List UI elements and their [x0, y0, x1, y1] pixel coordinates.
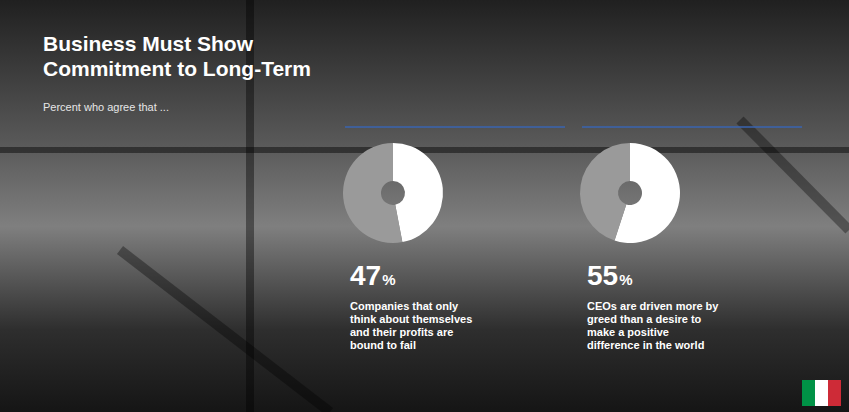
svg-text:Companies that only: Companies that only [350, 300, 461, 312]
svg-text:%: % [619, 271, 632, 288]
svg-text:greed than a desire to: greed than a desire to [587, 313, 704, 325]
svg-text:bound to fail: bound to fail [350, 339, 416, 351]
svg-text:55: 55 [587, 260, 618, 291]
svg-text:%: % [382, 271, 395, 288]
svg-text:CEOs are driven more by: CEOs are driven more by [587, 300, 722, 312]
svg-text:difference in the world: difference in the world [587, 339, 704, 351]
svg-text:Percent who agree that ...: Percent who agree that ... [43, 101, 169, 113]
svg-text:47: 47 [350, 260, 381, 291]
svg-text:think about themselves: think about themselves [350, 313, 475, 325]
svg-text:Commitment to Long-Term: Commitment to Long-Term [43, 57, 311, 80]
svg-text:make a positive: make a positive [587, 326, 672, 338]
svg-text:and their profits are: and their profits are [350, 326, 456, 338]
svg-text:Business Must Show: Business Must Show [43, 32, 259, 55]
